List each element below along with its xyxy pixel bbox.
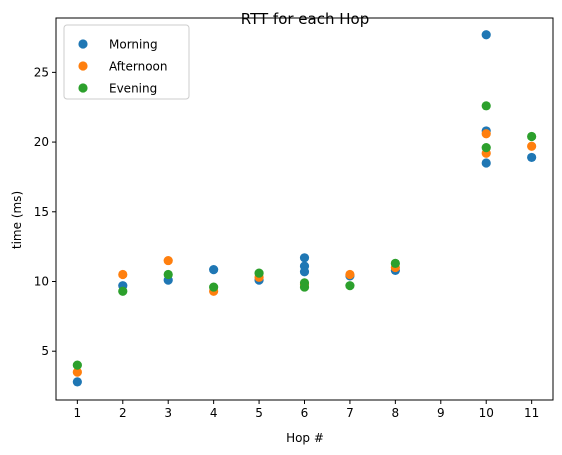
point-morning (481, 158, 491, 168)
point-evening (209, 282, 219, 292)
chart-title: RTT for each Hop (241, 10, 369, 28)
x-tick-label: 8 (392, 406, 400, 420)
x-tick-label: 2 (119, 406, 127, 420)
x-tick-label: 4 (210, 406, 218, 420)
point-evening (163, 269, 173, 280)
data-points (72, 30, 537, 387)
legend-label-morning: Morning (109, 38, 158, 52)
y-tick-label: 20 (34, 135, 49, 149)
point-evening (481, 143, 491, 153)
point-morning (299, 253, 310, 263)
y-tick-label: 10 (34, 274, 49, 288)
point-morning (527, 152, 537, 163)
point-evening (345, 281, 355, 291)
legend-marker-afternoon (78, 61, 88, 71)
y-axis: 5 10 15 20 25 (34, 65, 56, 358)
legend-marker-evening (78, 83, 88, 93)
x-tick-label: 7 (346, 406, 354, 420)
x-tick-label: 6 (301, 406, 309, 420)
point-afternoon (345, 269, 355, 280)
point-morning (209, 265, 219, 275)
legend-box (63, 24, 190, 100)
point-afternoon (163, 255, 173, 266)
x-tick-label: 5 (255, 406, 263, 420)
y-tick-label: 15 (34, 205, 49, 219)
x-tick-label: 1 (74, 406, 82, 420)
legend-marker-morning (78, 39, 88, 49)
point-afternoon (481, 129, 491, 139)
point-morning (481, 30, 491, 40)
point-afternoon (527, 141, 537, 151)
legend-label-evening: Evening (109, 82, 157, 96)
x-tick-label: 11 (524, 406, 539, 420)
legend: Morning Afternoon Evening (63, 24, 190, 100)
point-evening (527, 131, 537, 142)
point-morning (299, 267, 310, 277)
point-afternoon (72, 367, 82, 377)
x-axis: 1 2 3 4 5 6 7 8 9 10 11 (74, 400, 539, 420)
plot-frame (55, 17, 554, 401)
point-morning (72, 377, 82, 387)
point-evening (72, 360, 82, 370)
point-evening (118, 286, 128, 296)
point-evening (254, 268, 264, 278)
y-tick-label: 25 (34, 65, 49, 79)
x-tick-label: 10 (479, 406, 494, 420)
point-evening (481, 101, 491, 111)
x-tick-label: 9 (437, 406, 445, 420)
point-evening (390, 258, 400, 268)
legend-label-afternoon: Afternoon (109, 60, 168, 74)
y-tick-label: 5 (41, 344, 49, 358)
y-axis-label: time (ms) (10, 191, 24, 249)
point-evening (299, 278, 310, 288)
point-afternoon (118, 269, 128, 280)
x-tick-label: 3 (164, 406, 172, 420)
x-axis-label: Hop # (286, 431, 324, 445)
